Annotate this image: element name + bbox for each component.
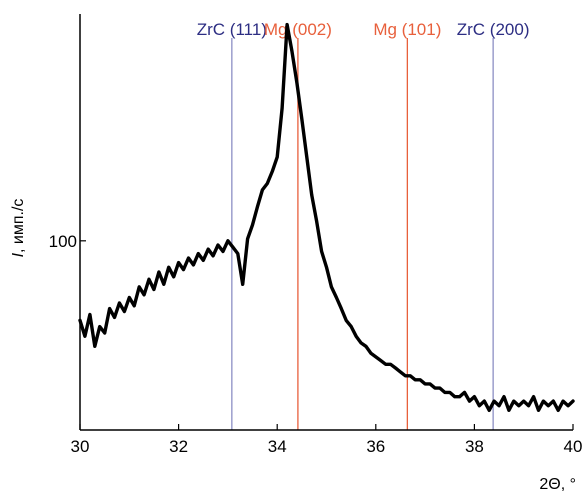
reference-label-1: Mg (002) [264,20,332,39]
reference-lines [231,38,494,430]
y-ticks: 100 [49,232,86,251]
x-axis-title: 2Θ, ° [539,476,576,493]
y-axis-title-units: , имп./с [10,199,27,253]
reference-label-3: ZrC (200) [457,20,530,39]
x-tick-label-1: 32 [169,437,188,456]
y-tick-label-0: 100 [49,232,77,251]
x-tick-label-0: 30 [71,437,90,456]
xrd-pattern-line [78,22,575,412]
y-axis-title-symbol: I [10,252,27,257]
reference-label-2: Mg (101) [373,20,441,39]
x-tick-label-5: 40 [564,437,583,456]
x-tick-label-2: 34 [268,437,287,456]
x-tick-label-3: 36 [366,437,385,456]
x-ticks: 30 32 34 36 38 40 [71,424,583,456]
x-tick-label-4: 38 [465,437,484,456]
reference-label-0: ZrC (111) [197,20,267,39]
reference-labels: ZrC (111)Mg (002) Mg (101) ZrC (200) [197,20,530,39]
y-axis-title: I, имп./с [10,199,27,258]
axes [79,14,573,431]
